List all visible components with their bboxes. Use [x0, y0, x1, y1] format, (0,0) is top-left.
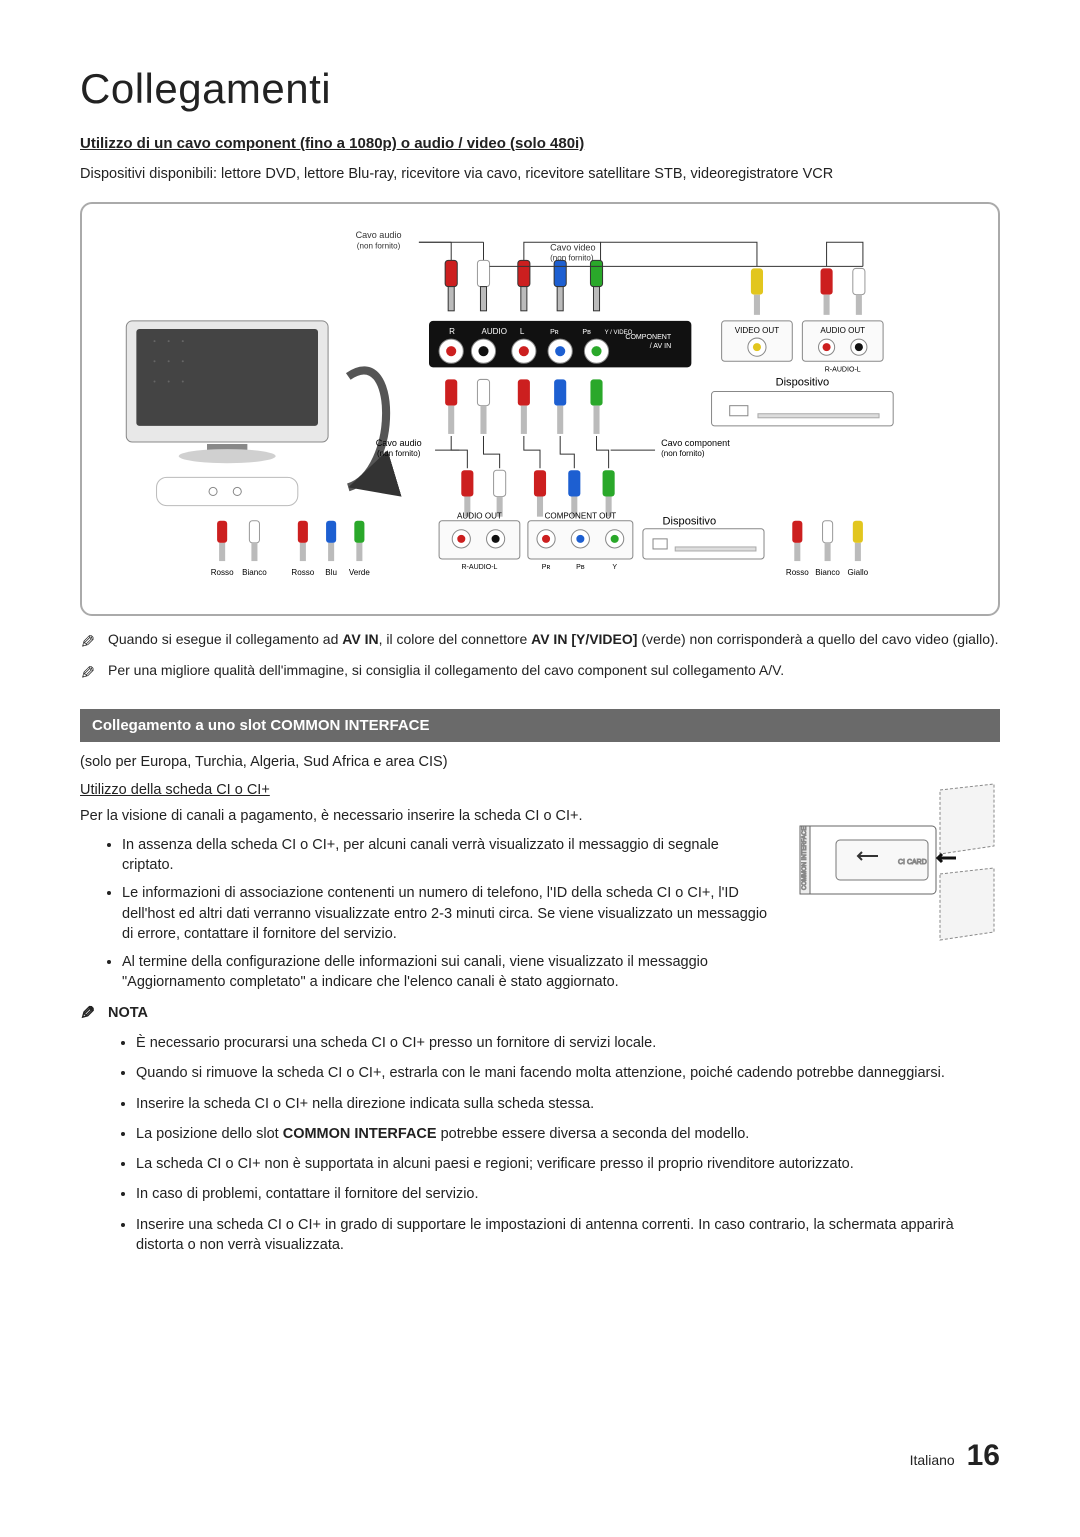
- svg-text:CI CARD: CI CARD: [898, 859, 927, 866]
- connection-subtitle: Utilizzo di un cavo component (fino a 10…: [80, 133, 1000, 154]
- svg-text:VIDEO OUT: VIDEO OUT: [735, 326, 779, 335]
- svg-text:Blu: Blu: [325, 568, 337, 577]
- page-footer: Italiano 16: [80, 1435, 1000, 1477]
- nota-item: Quando si rimuove la scheda CI o CI+, es…: [136, 1063, 1000, 1083]
- svg-text:COMPONENT: COMPONENT: [625, 334, 672, 341]
- svg-text:AUDIO OUT: AUDIO OUT: [457, 512, 502, 521]
- svg-text:Bianco: Bianco: [815, 568, 840, 577]
- nota-item: È necessario procurarsi una scheda CI o …: [136, 1033, 1000, 1053]
- svg-text:(non fornito): (non fornito): [550, 253, 594, 262]
- bottom-right-plugs: Rosso Bianco Giallo: [786, 521, 869, 577]
- diagram-svg: Cavo audio (non fornito) R AUDIO L Pʀ Pʙ…: [96, 220, 984, 603]
- svg-text:/ AV IN: / AV IN: [650, 343, 671, 350]
- cavo-audio-top-label: Cavo audio: [356, 230, 402, 240]
- nota-item: La scheda CI o CI+ non è supportata in a…: [136, 1154, 1000, 1174]
- svg-text:Bianco: Bianco: [242, 568, 267, 577]
- svg-text:Pʙ: Pʙ: [582, 329, 591, 336]
- page-title: Collegamenti: [80, 60, 1000, 119]
- svg-text:Pʙ: Pʙ: [576, 564, 585, 571]
- tv-icon: [126, 321, 386, 506]
- svg-text:(non fornito): (non fornito): [377, 449, 421, 458]
- svg-text:Pʀ: Pʀ: [550, 329, 559, 336]
- svg-text:R: R: [449, 327, 455, 336]
- nota-item: Inserire la scheda CI o CI+ nella direzi…: [136, 1094, 1000, 1114]
- nota-item: La posizione dello slot COMMON INTERFACE…: [136, 1124, 1000, 1144]
- svg-text:Verde: Verde: [349, 568, 371, 577]
- svg-text:Y: Y: [612, 564, 617, 571]
- svg-text:Dispositivo: Dispositivo: [663, 516, 717, 528]
- device-bottom: Dispositivo: [643, 516, 764, 559]
- nota-heading: NOTA: [80, 1003, 1000, 1023]
- ci-regions: (solo per Europa, Turchia, Algeria, Sud …: [80, 752, 1000, 772]
- svg-text:COMMON INTERFACE: COMMON INTERFACE: [802, 827, 808, 890]
- svg-text:AUDIO OUT: AUDIO OUT: [820, 326, 865, 335]
- ci-body: Per la visione di canali a pagamento, è …: [80, 806, 1000, 992]
- svg-text:Dispositivo: Dispositivo: [776, 377, 830, 389]
- footer-page-number: 16: [967, 1439, 1000, 1472]
- cavo-audio-bottom-label: Cavo audio: [376, 438, 422, 448]
- svg-text:Rosso: Rosso: [786, 568, 809, 577]
- available-devices: Dispositivi disponibili: lettore DVD, le…: [80, 164, 1000, 184]
- svg-text:R-AUDIO-L: R-AUDIO-L: [825, 366, 861, 373]
- svg-text:Rosso: Rosso: [211, 568, 234, 577]
- note-avin: Quando si esegue il collegamento ad AV I…: [80, 630, 1000, 650]
- ci-section-header: Collegamento a uno slot COMMON INTERFACE: [80, 709, 1000, 742]
- svg-text:Pʀ: Pʀ: [542, 564, 551, 571]
- nota-item: Inserire una scheda CI o CI+ in grado di…: [136, 1215, 1000, 1256]
- svg-text:Rosso: Rosso: [291, 568, 314, 577]
- cavo-video-label: Cavo video: [550, 242, 595, 252]
- device-bottom-panels: AUDIO OUT R-AUDIO-L COMPONENT OUT Pʀ Pʙ …: [439, 512, 633, 571]
- bottom-left-plugs: Rosso Bianco Rosso Blu Verde: [211, 521, 371, 577]
- ci-card-illustration: COMMON INTERFACE CI CARD: [780, 782, 1000, 942]
- note-component-quality: Per una migliore qualità dell'immagine, …: [80, 661, 1000, 681]
- nota-item: In caso di problemi, contattare il forni…: [136, 1184, 1000, 1204]
- nota-list: È necessario procurarsi una scheda CI o …: [80, 1033, 1000, 1255]
- footer-language: Italiano: [910, 1452, 955, 1468]
- tv-input-panel: R AUDIO L Pʀ Pʙ Y / VIDEO COMPONENT / AV…: [429, 321, 691, 367]
- device-top: VIDEO OUT AUDIO OUT R-AUDIO-L Dispositiv…: [712, 269, 894, 426]
- svg-text:COMPONENT OUT: COMPONENT OUT: [545, 512, 617, 521]
- svg-text:R-AUDIO-L: R-AUDIO-L: [461, 564, 497, 571]
- svg-text:AUDIO: AUDIO: [481, 327, 507, 336]
- ci-bullet: Al termine della configurazione delle in…: [122, 952, 1000, 993]
- cavo-component-label: Cavo component: [661, 438, 730, 448]
- svg-text:Giallo: Giallo: [848, 568, 869, 577]
- svg-text:L: L: [520, 327, 525, 336]
- svg-text:(non fornito): (non fornito): [661, 449, 705, 458]
- svg-text:(non fornito): (non fornito): [357, 241, 401, 250]
- connection-diagram: Cavo audio (non fornito) R AUDIO L Pʀ Pʙ…: [80, 202, 1000, 615]
